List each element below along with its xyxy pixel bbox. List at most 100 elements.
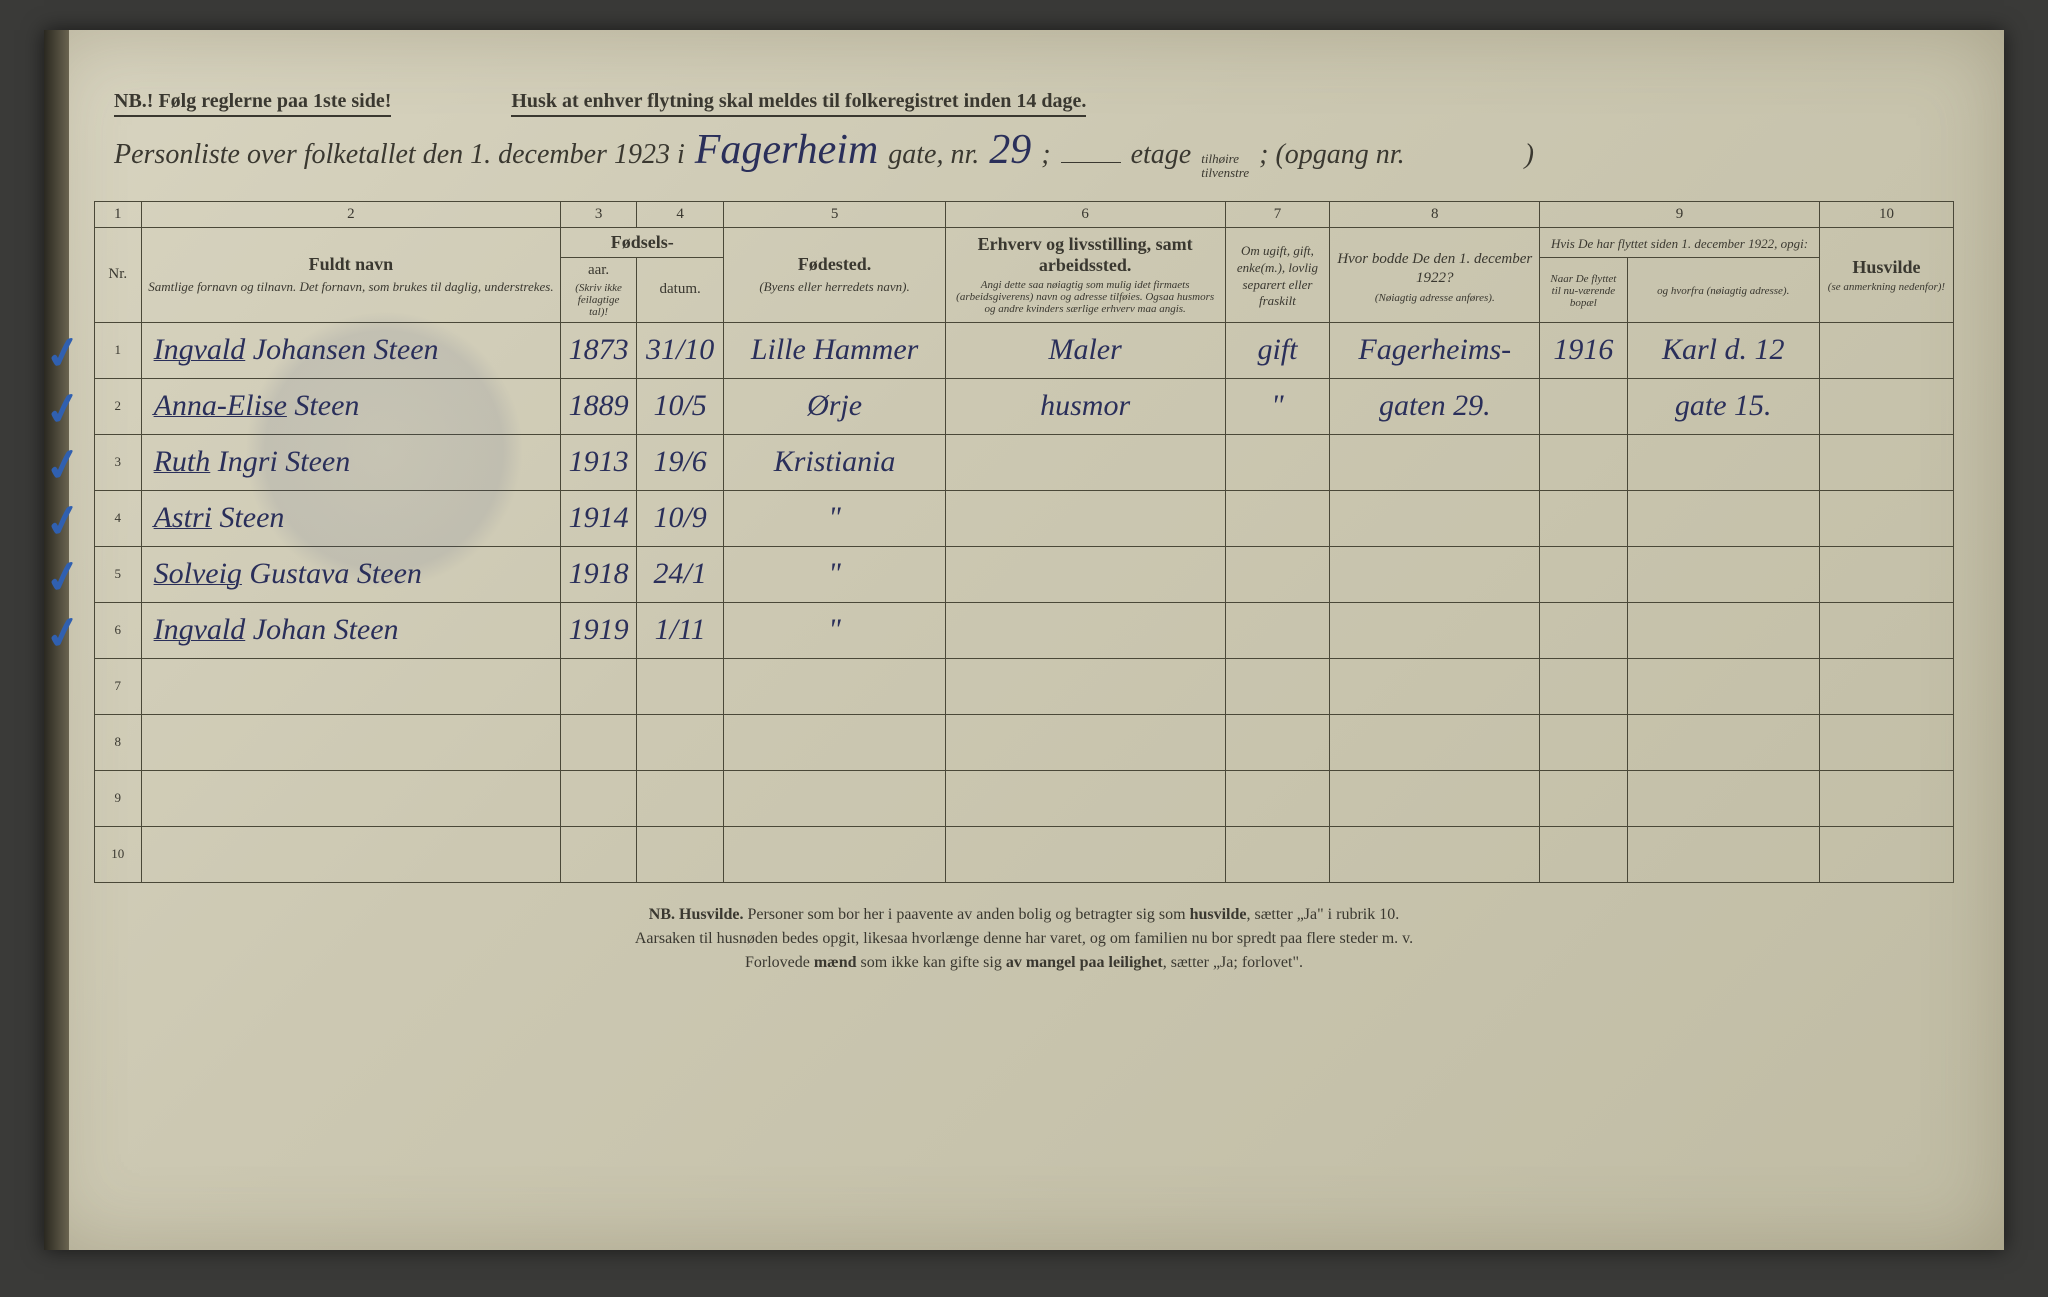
cell-name: Ingvald Johan Steen <box>141 602 561 658</box>
cell-1922 <box>1330 658 1540 714</box>
check-mark-icon: ✓ <box>41 325 86 382</box>
footer-note: NB. Husvilde. Personer som bor her i paa… <box>94 903 1954 975</box>
cell-name: Solveig Gustava Steen <box>141 546 561 602</box>
side-label: tilhøiretilvenstre <box>1201 152 1249 181</box>
cell-nr: ✓4 <box>95 490 142 546</box>
cell-moved-when <box>1540 378 1627 434</box>
cell-husvilde <box>1819 546 1953 602</box>
cell-marital <box>1225 826 1330 882</box>
table-row: 10 <box>95 826 1954 882</box>
check-mark-icon: ✓ <box>41 437 86 494</box>
cell-marital <box>1225 546 1330 602</box>
cell-birthplace: Kristiania <box>724 434 945 490</box>
cell-moved-when <box>1540 658 1627 714</box>
cell-birthplace <box>724 826 945 882</box>
table-row: 8 <box>95 714 1954 770</box>
cell-nr: 9 <box>95 770 142 826</box>
cell-occupation <box>945 602 1225 658</box>
cell-moved-when <box>1540 826 1627 882</box>
cell-birthplace <box>724 658 945 714</box>
cell-occupation <box>945 770 1225 826</box>
title-prefix: Personliste over folketallet den 1. dece… <box>114 139 685 171</box>
cell-moved-from: gate 15. <box>1627 378 1819 434</box>
cell-husvilde <box>1819 378 1953 434</box>
cell-birthplace: " <box>724 490 945 546</box>
colnum-5: 5 <box>724 201 945 227</box>
cell-year: 1873 <box>561 322 637 378</box>
cell-name: Astri Steen <box>141 490 561 546</box>
check-mark-icon: ✓ <box>41 549 86 606</box>
cell-moved-when <box>1540 434 1627 490</box>
cell-date <box>636 826 723 882</box>
cell-occupation <box>945 546 1225 602</box>
hdr-marital: Om ugift, gift, enke(m.), lovlig separer… <box>1225 227 1330 322</box>
hdr-moved-when: Naar De flyttet til nu-værende bopæl <box>1540 257 1627 322</box>
cell-occupation <box>945 434 1225 490</box>
top-notes: NB.! Følg reglerne paa 1ste side! Husk a… <box>94 90 1954 117</box>
cell-date: 31/10 <box>636 322 723 378</box>
hdr-moved: Hvis De har flyttet siden 1. december 19… <box>1540 227 1820 257</box>
hdr-birth: Fødsels- <box>561 227 724 257</box>
hdr-nr: Nr. <box>95 227 142 322</box>
cell-marital: " <box>1225 378 1330 434</box>
cell-1922 <box>1330 490 1540 546</box>
cell-moved-when <box>1540 714 1627 770</box>
cell-moved-when <box>1540 490 1627 546</box>
cell-birthplace: Lille Hammer <box>724 322 945 378</box>
cell-name: Ruth Ingri Steen <box>141 434 561 490</box>
cell-1922: Fagerheims- <box>1330 322 1540 378</box>
cell-nr: ✓6 <box>95 602 142 658</box>
cell-name: Ingvald Johansen Steen <box>141 322 561 378</box>
cell-birthplace: Ørje <box>724 378 945 434</box>
cell-husvilde <box>1819 826 1953 882</box>
cell-occupation <box>945 826 1225 882</box>
cell-year: 1913 <box>561 434 637 490</box>
cell-name <box>141 826 561 882</box>
cell-nr: 10 <box>95 826 142 882</box>
census-page: NB.! Følg reglerne paa 1ste side! Husk a… <box>44 30 2004 1250</box>
cell-date: 10/5 <box>636 378 723 434</box>
cell-husvilde <box>1819 658 1953 714</box>
check-mark-icon: ✓ <box>41 493 86 550</box>
colnum-4: 4 <box>636 201 723 227</box>
cell-year <box>561 658 637 714</box>
hdr-moved-from: og hvorfra (nøiagtig adresse). <box>1627 257 1819 322</box>
cell-husvilde <box>1819 434 1953 490</box>
cell-husvilde <box>1819 322 1953 378</box>
colnum-9: 9 <box>1540 201 1820 227</box>
cell-birthplace <box>724 770 945 826</box>
table-row: ✓1Ingvald Johansen Steen187331/10Lille H… <box>95 322 1954 378</box>
cell-moved-from <box>1627 714 1819 770</box>
cell-husvilde <box>1819 714 1953 770</box>
cell-date <box>636 714 723 770</box>
cell-1922: gaten 29. <box>1330 378 1540 434</box>
cell-moved-when: 1916 <box>1540 322 1627 378</box>
hdr-birthplace: Fødested. (Byens eller herredets navn). <box>724 227 945 322</box>
cell-marital <box>1225 714 1330 770</box>
gate-label: gate, nr. <box>888 139 979 171</box>
cell-marital <box>1225 658 1330 714</box>
colnum-3: 3 <box>561 201 637 227</box>
cell-moved-when <box>1540 770 1627 826</box>
cell-occupation <box>945 658 1225 714</box>
cell-husvilde <box>1819 770 1953 826</box>
cell-year: 1918 <box>561 546 637 602</box>
cell-occupation <box>945 714 1225 770</box>
cell-name <box>141 770 561 826</box>
cell-year: 1889 <box>561 378 637 434</box>
colnum-6: 6 <box>945 201 1225 227</box>
cell-occupation: Maler <box>945 322 1225 378</box>
table-row: ✓3Ruth Ingri Steen191319/6Kristiania <box>95 434 1954 490</box>
check-mark-icon: ✓ <box>41 381 86 438</box>
table-body: ✓1Ingvald Johansen Steen187331/10Lille H… <box>95 322 1954 882</box>
table-row: ✓2Anna-Elise Steen188910/5Ørjehusmor"gat… <box>95 378 1954 434</box>
cell-moved-from: Karl d. 12 <box>1627 322 1819 378</box>
hdr-husvilde: Husvilde (se anmerkning nedenfor)! <box>1819 227 1953 322</box>
cell-moved-from <box>1627 658 1819 714</box>
etage-label: etage <box>1131 139 1192 171</box>
cell-marital <box>1225 602 1330 658</box>
check-mark-icon: ✓ <box>41 605 86 662</box>
cell-year <box>561 714 637 770</box>
cell-marital <box>1225 490 1330 546</box>
cell-birthplace <box>724 714 945 770</box>
